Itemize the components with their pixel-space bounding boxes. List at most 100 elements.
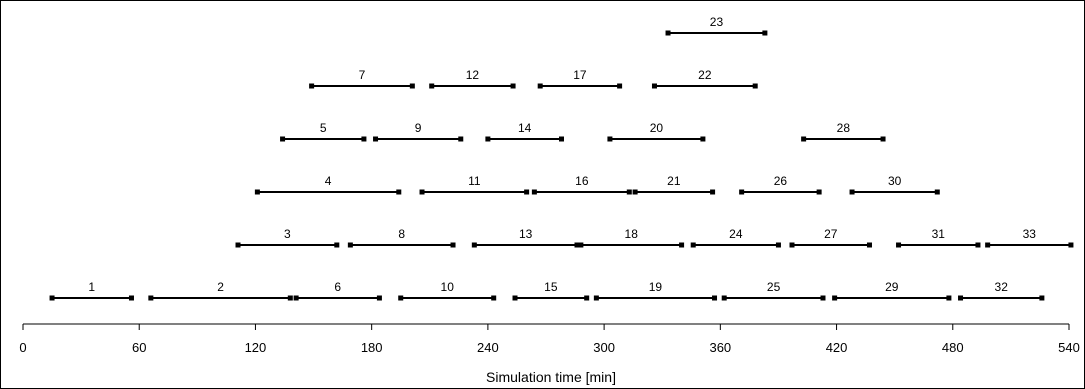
interval-end-marker (816, 189, 822, 195)
interval-label: 29 (885, 280, 899, 294)
interval-bar: 6 (293, 280, 382, 301)
interval-end-marker (626, 189, 632, 195)
interval-start-marker (985, 242, 991, 248)
x-tick-label: 420 (826, 340, 848, 355)
interval-bar: 18 (578, 227, 685, 248)
interval-start-marker (651, 83, 657, 89)
interval-end-marker (752, 83, 758, 89)
interval-bar: 31 (896, 227, 981, 248)
interval-end-marker (880, 136, 886, 142)
interval-start-marker (293, 295, 299, 301)
interval-label: 7 (359, 68, 366, 82)
interval-end-marker (934, 189, 940, 195)
interval-label: 23 (710, 15, 724, 29)
interval-bars: 1 2 6 10 15 19 25 29 323 8 13 18 24 27 31 334 11 16 21 26 30… (49, 15, 1074, 301)
interval-start-marker (254, 189, 260, 195)
interval-start-marker (607, 136, 613, 142)
interval-start-marker (280, 136, 286, 142)
interval-label: 19 (649, 280, 663, 294)
x-tick-label: 360 (709, 340, 731, 355)
interval-label: 16 (575, 174, 589, 188)
x-axis: 0 60 120 180 240 300 360 420 480 540 (19, 323, 1080, 355)
interval-bar: 9 (373, 121, 464, 142)
interval-label: 31 (932, 227, 946, 241)
interval-bar: 1 (49, 280, 134, 301)
interval-start-marker (471, 242, 477, 248)
interval-start-marker (148, 295, 154, 301)
x-tick-label: 180 (361, 340, 383, 355)
x-tick-label: 0 (19, 340, 26, 355)
interval-end-marker (450, 242, 456, 248)
interval-start-marker (485, 136, 491, 142)
interval-bar: 5 (280, 121, 367, 142)
x-tick-label: 540 (1058, 340, 1080, 355)
interval-bar: 23 (665, 15, 768, 36)
interval-bar: 21 (632, 174, 716, 195)
interval-label: 14 (518, 121, 532, 135)
interval-label: 18 (625, 227, 639, 241)
interval-label: 30 (888, 174, 902, 188)
interval-end-marker (491, 295, 497, 301)
interval-bar: 12 (429, 68, 516, 89)
interval-bar: 33 (985, 227, 1074, 248)
interval-start-marker (665, 30, 671, 36)
interval-start-marker (832, 295, 838, 301)
interval-bar: 28 (801, 121, 886, 142)
interval-bar: 13 (471, 227, 580, 248)
interval-bar: 19 (593, 280, 718, 301)
interval-label: 24 (729, 227, 743, 241)
interval-bar: 26 (739, 174, 822, 195)
interval-label: 15 (544, 280, 558, 294)
interval-label: 33 (1023, 227, 1037, 241)
interval-bar: 10 (398, 280, 497, 301)
interval-end-marker (820, 295, 826, 301)
interval-start-marker (429, 83, 435, 89)
interval-label: 21 (667, 174, 681, 188)
interval-start-marker (739, 189, 745, 195)
x-tick-label: 240 (477, 340, 499, 355)
interval-label: 32 (995, 280, 1009, 294)
interval-start-marker (789, 242, 795, 248)
interval-end-marker (762, 30, 768, 36)
interval-label: 22 (698, 68, 712, 82)
interval-start-marker (593, 295, 599, 301)
interval-bar: 32 (958, 280, 1045, 301)
interval-end-marker (1068, 242, 1074, 248)
interval-bar: 17 (537, 68, 623, 89)
interval-bar: 25 (721, 280, 826, 301)
x-axis-title: Simulation time [min] (486, 369, 616, 385)
interval-start-marker (347, 242, 353, 248)
interval-end-marker (975, 242, 981, 248)
interval-end-marker (558, 136, 564, 142)
x-tick-label: 60 (132, 340, 146, 355)
interval-bar: 30 (849, 174, 940, 195)
interval-start-marker (801, 136, 807, 142)
interval-end-marker (409, 83, 415, 89)
interval-bar: 22 (651, 68, 758, 89)
interval-bar: 11 (419, 174, 530, 195)
interval-label: 2 (217, 280, 224, 294)
interval-end-marker (376, 295, 382, 301)
interval-start-marker (512, 295, 518, 301)
interval-label: 6 (334, 280, 341, 294)
interval-bar: 4 (254, 174, 402, 195)
interval-end-marker (574, 242, 580, 248)
interval-label: 5 (320, 121, 327, 135)
interval-end-marker (458, 136, 464, 142)
x-tick-label: 120 (245, 340, 267, 355)
interval-label: 4 (325, 174, 332, 188)
interval-end-marker (866, 242, 872, 248)
interval-bar: 14 (485, 121, 564, 142)
interval-start-marker (690, 242, 696, 248)
interval-start-marker (721, 295, 727, 301)
interval-end-marker (946, 295, 952, 301)
interval-bar: 7 (309, 68, 415, 89)
interval-end-marker (679, 242, 685, 248)
interval-start-marker (578, 242, 584, 248)
interval-end-marker (712, 295, 718, 301)
interval-bar: 29 (832, 280, 952, 301)
interval-start-marker (373, 136, 379, 142)
x-tick-label: 300 (593, 340, 615, 355)
interval-label: 20 (650, 121, 664, 135)
